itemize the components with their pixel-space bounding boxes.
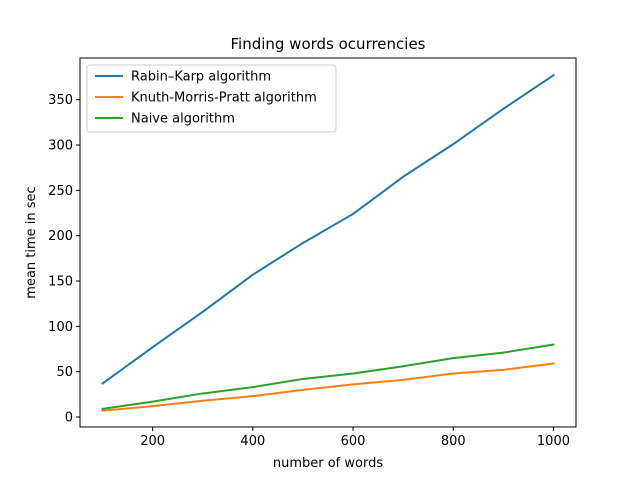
y-axis-ticks: 0 50 100 150 200 250 300 350	[48, 93, 80, 426]
data-point-naive-algorithm	[101, 407, 104, 410]
data-point-rabin-karp-algorithm	[301, 241, 304, 244]
data-point-knuth-morris-pratt-algorithm	[452, 372, 455, 375]
legend-label: Naive algorithm	[131, 112, 235, 127]
data-point-knuth-morris-pratt-algorithm	[352, 383, 355, 386]
data-point-rabin-karp-algorithm	[201, 310, 204, 313]
y-tick-label: 100	[48, 320, 73, 335]
data-point-knuth-morris-pratt-algorithm	[201, 399, 204, 402]
legend-label: Rabin–Karp algorithm	[131, 70, 271, 85]
data-point-naive-algorithm	[502, 351, 505, 354]
data-point-knuth-morris-pratt-algorithm	[251, 395, 254, 398]
data-point-rabin-karp-algorithm	[502, 107, 505, 110]
series-line-rabin-karp-algorithm	[101, 73, 555, 385]
data-point-naive-algorithm	[402, 365, 405, 368]
data-point-rabin-karp-algorithm	[101, 382, 104, 385]
data-point-naive-algorithm	[552, 343, 555, 346]
y-tick-label: 200	[48, 229, 73, 244]
series-line-naive-algorithm	[101, 343, 555, 411]
data-point-naive-algorithm	[352, 372, 355, 375]
x-tick-label: 400	[240, 434, 265, 449]
y-tick-label: 350	[48, 93, 73, 108]
y-tick-label: 300	[48, 139, 73, 154]
y-axis-label: mean time in sec	[24, 186, 39, 298]
data-point-rabin-karp-algorithm	[251, 273, 254, 276]
x-axis-ticks: 200 400 600 800 1000	[140, 427, 570, 449]
data-point-knuth-morris-pratt-algorithm	[552, 362, 555, 365]
y-tick-label: 250	[48, 184, 73, 199]
data-point-naive-algorithm	[452, 357, 455, 360]
legend-box	[86, 64, 337, 133]
data-point-naive-algorithm	[301, 377, 304, 380]
x-tick-label: 800	[441, 434, 466, 449]
data-point-knuth-morris-pratt-algorithm	[301, 388, 304, 391]
plot-frame	[79, 57, 577, 428]
y-tick-label: 0	[65, 411, 73, 426]
x-tick-label: 200	[140, 434, 165, 449]
data-point-rabin-karp-algorithm	[151, 346, 154, 349]
data-point-rabin-karp-algorithm	[402, 175, 405, 178]
data-point-knuth-morris-pratt-algorithm	[402, 378, 405, 381]
data-point-naive-algorithm	[251, 386, 254, 389]
legend: Rabin–Karp algorithm Knuth-Morris-Pratt a…	[86, 64, 337, 133]
data-point-knuth-morris-pratt-algorithm	[151, 405, 154, 408]
data-point-knuth-morris-pratt-algorithm	[502, 368, 505, 371]
x-tick-label: 600	[341, 434, 366, 449]
series-line-knuth-morris-pratt-algorithm	[101, 362, 555, 412]
data-point-rabin-karp-algorithm	[352, 212, 355, 215]
y-tick-label: 150	[48, 275, 73, 290]
x-axis-label: number of words	[273, 456, 383, 471]
data-point-knuth-morris-pratt-algorithm	[101, 409, 104, 412]
data-point-rabin-karp-algorithm	[452, 143, 455, 146]
data-point-naive-algorithm	[151, 400, 154, 403]
y-tick-label: 50	[56, 365, 73, 380]
x-tick-label: 1000	[537, 434, 570, 449]
chart-title: Finding words ocurrencies	[230, 35, 425, 53]
data-point-rabin-karp-algorithm	[552, 74, 555, 77]
data-point-naive-algorithm	[201, 392, 204, 395]
legend-label: Knuth-Morris-Pratt algorithm	[131, 91, 317, 106]
series-layer	[101, 73, 555, 412]
